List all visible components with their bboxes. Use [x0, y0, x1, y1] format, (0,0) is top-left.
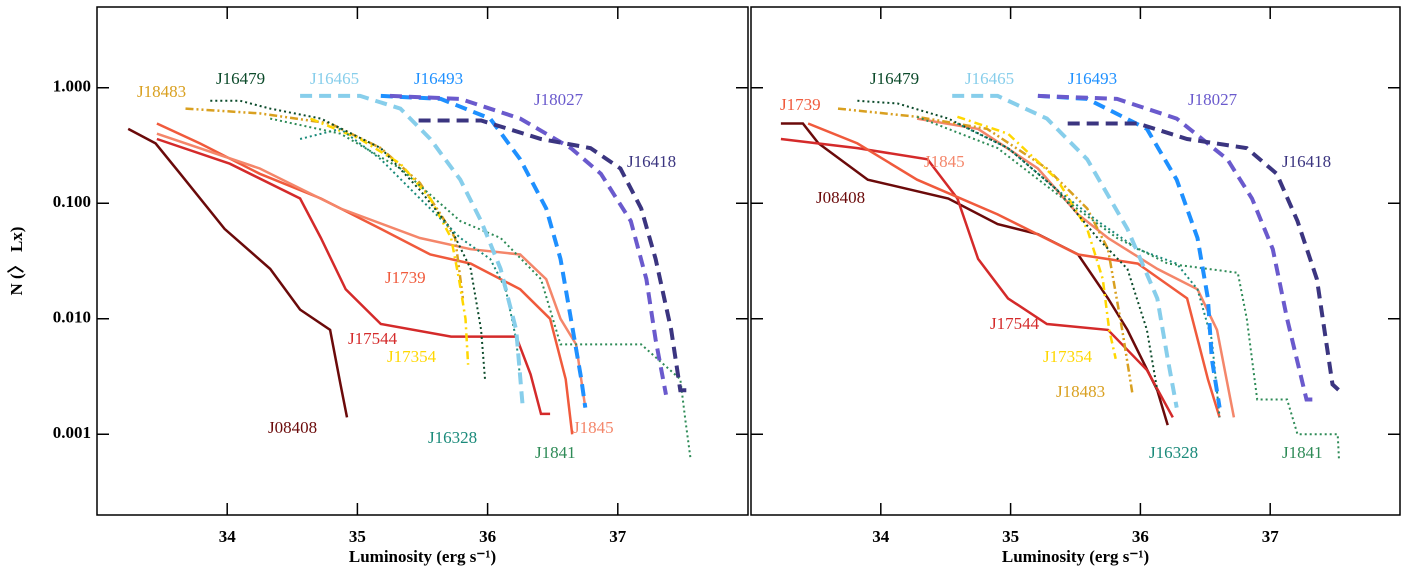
- series-label: J17544: [990, 314, 1040, 333]
- panel: 34 35 36 37 Luminosity (erg s⁻¹) J08408 J17544…: [750, 6, 1401, 566]
- series-line: [300, 93, 525, 408]
- series-line: [952, 93, 1179, 408]
- series-label: J16465: [965, 69, 1014, 88]
- series-line: [916, 115, 1340, 460]
- x-tick-label: 35: [349, 527, 366, 546]
- series-line: [1067, 121, 1341, 392]
- y-tick-label: 1.000: [53, 77, 91, 96]
- x-tick-label: 35: [1002, 527, 1019, 546]
- series-label: J16418: [627, 152, 676, 171]
- y-tick-label: 0.001: [53, 423, 91, 442]
- x-tick-label: 34: [219, 527, 237, 546]
- x-tick-label: 36: [479, 527, 496, 546]
- series-line: [156, 132, 587, 408]
- series-label: J18483: [137, 82, 186, 101]
- series-line: [837, 107, 1134, 395]
- series-label: J1739: [780, 95, 821, 114]
- series-line: [1037, 93, 1317, 402]
- series-line: [127, 127, 349, 418]
- series-label: J16418: [1282, 152, 1331, 171]
- series-label: J1845: [573, 418, 614, 437]
- series-line: [956, 122, 1221, 418]
- x-tick-label: 36: [1132, 527, 1149, 546]
- panel: 34 35 36 37 0.001 0.010 0.100 1.000 Luminosity (…: [6, 6, 749, 566]
- series-label: J16493: [1068, 69, 1117, 88]
- series-label: J08408: [268, 418, 317, 437]
- x-tick-label: 37: [1262, 527, 1280, 546]
- series-line: [418, 118, 690, 393]
- x-axis-label: Luminosity (erg s⁻¹): [1002, 547, 1149, 566]
- x-tick-label: 37: [609, 527, 627, 546]
- series-label: J1841: [1282, 443, 1323, 462]
- series-label: J18027: [534, 90, 584, 109]
- y-tick-label: 0.010: [53, 308, 91, 327]
- plot-frame: [96, 6, 749, 516]
- series-line: [780, 137, 1174, 418]
- series-line: [957, 115, 1117, 360]
- series-label: J16479: [216, 69, 265, 88]
- series-line: [916, 117, 1236, 418]
- y-axis-label: N (〉 Lx): [6, 227, 26, 296]
- x-tick-label: 34: [872, 527, 890, 546]
- series-line: [156, 137, 551, 416]
- series-line: [780, 122, 1169, 426]
- series-line: [389, 93, 668, 396]
- series-line: [1037, 93, 1222, 408]
- x-axis-label: Luminosity (erg s⁻¹): [349, 547, 496, 566]
- series-line: [156, 122, 574, 435]
- series-label: J1841: [535, 443, 576, 462]
- y-tick-label: 0.100: [53, 192, 91, 211]
- series-label: J17354: [1043, 347, 1093, 366]
- series-label: J16328: [428, 428, 477, 447]
- series-line: [185, 107, 465, 299]
- series-line: [380, 93, 588, 408]
- series-line: [210, 99, 486, 380]
- series-label: J08408: [816, 188, 865, 207]
- series-label: J18483: [1056, 382, 1105, 401]
- series-label: J18027: [1188, 90, 1238, 109]
- series-label: J1845: [924, 152, 965, 171]
- series-label: J16328: [1149, 443, 1198, 462]
- plot-frame: [750, 6, 1401, 516]
- series-label: J17354: [387, 347, 437, 366]
- series-line: [807, 122, 1221, 418]
- series-label: J1739: [385, 268, 426, 287]
- series-label: J16479: [870, 69, 919, 88]
- series-label: J17544: [348, 329, 398, 348]
- series-line: [857, 99, 1159, 391]
- series-label: J16465: [310, 69, 359, 88]
- series-label: J16493: [414, 69, 463, 88]
